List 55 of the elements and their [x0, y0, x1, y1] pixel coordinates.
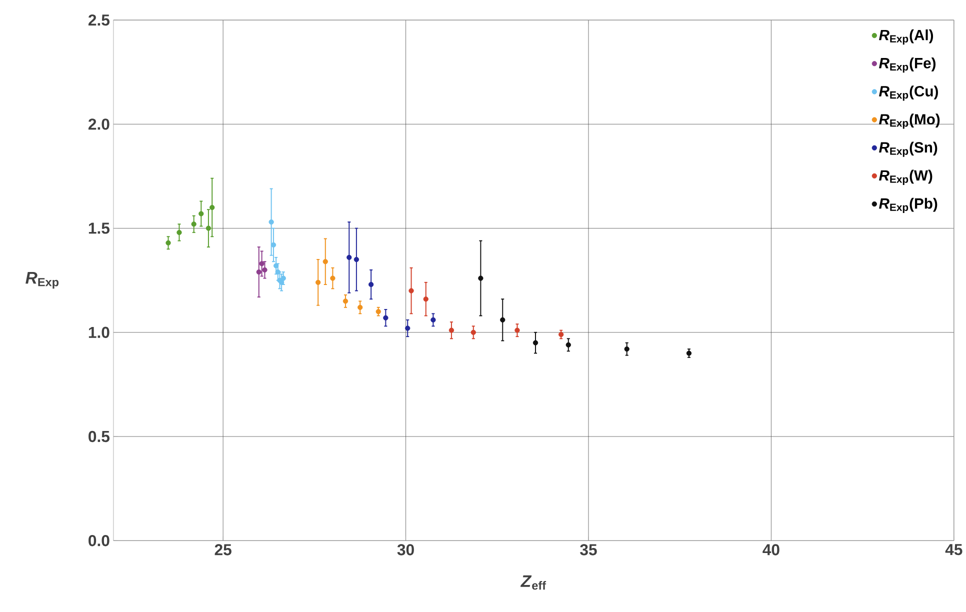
x-axis-title: Z$_{eff}$ [520, 575, 546, 590]
x-tick-label: 30 [397, 544, 414, 556]
point [566, 342, 571, 348]
y-tick-label: 2.0 [88, 118, 110, 130]
x-tick-label: 40 [762, 544, 780, 556]
legend-label: R$_{Exp}$(W) [879, 170, 932, 185]
point [262, 267, 268, 272]
point [358, 304, 363, 310]
point [470, 330, 476, 335]
point [259, 260, 264, 266]
y-tick-label: 1.0 [88, 326, 110, 338]
point [624, 346, 630, 352]
point [191, 221, 196, 227]
y-tick-label: 0.0 [88, 534, 110, 546]
point [532, 340, 538, 346]
point [342, 298, 348, 304]
point [405, 325, 410, 331]
legend-label: R$_{Exp}$(Fe) [879, 57, 936, 72]
point [430, 317, 436, 322]
x-tick-label: 25 [214, 544, 232, 556]
x-tick-label: 35 [580, 544, 597, 556]
point [176, 230, 182, 235]
point [210, 204, 215, 210]
point [268, 219, 274, 224]
point [316, 280, 321, 285]
y-tick-label: 1.5 [88, 222, 110, 234]
x-tick-label: 45 [945, 544, 962, 555]
legend-label: R$_{Exp}$(Al) [879, 29, 934, 44]
point [256, 269, 262, 274]
point [686, 350, 692, 356]
point [270, 242, 276, 248]
point [448, 328, 454, 333]
point [354, 256, 360, 262]
y-tick-label: 0.5 [88, 430, 110, 442]
point [408, 288, 414, 294]
point [280, 276, 286, 281]
point [514, 328, 520, 333]
y-axis-title: R$_{Exp}$ [26, 272, 59, 288]
point [198, 210, 204, 216]
legend-label: R$_{Exp}$(Cu) [879, 85, 938, 101]
legend-label: R$_{Exp}$(Sn) [879, 142, 938, 157]
point [166, 240, 171, 246]
point [383, 315, 388, 320]
point [346, 254, 352, 260]
point [330, 276, 336, 281]
legend-label: R$_{Exp}$(Pb) [879, 198, 938, 213]
point [206, 226, 212, 231]
point [478, 276, 484, 281]
point [423, 296, 428, 302]
y-tick-label: 2.5 [88, 14, 110, 26]
legend-label: R$_{Exp}$(Mo) [879, 113, 940, 129]
point [500, 317, 506, 322]
point [368, 282, 374, 287]
point [322, 258, 328, 264]
point [273, 263, 279, 268]
